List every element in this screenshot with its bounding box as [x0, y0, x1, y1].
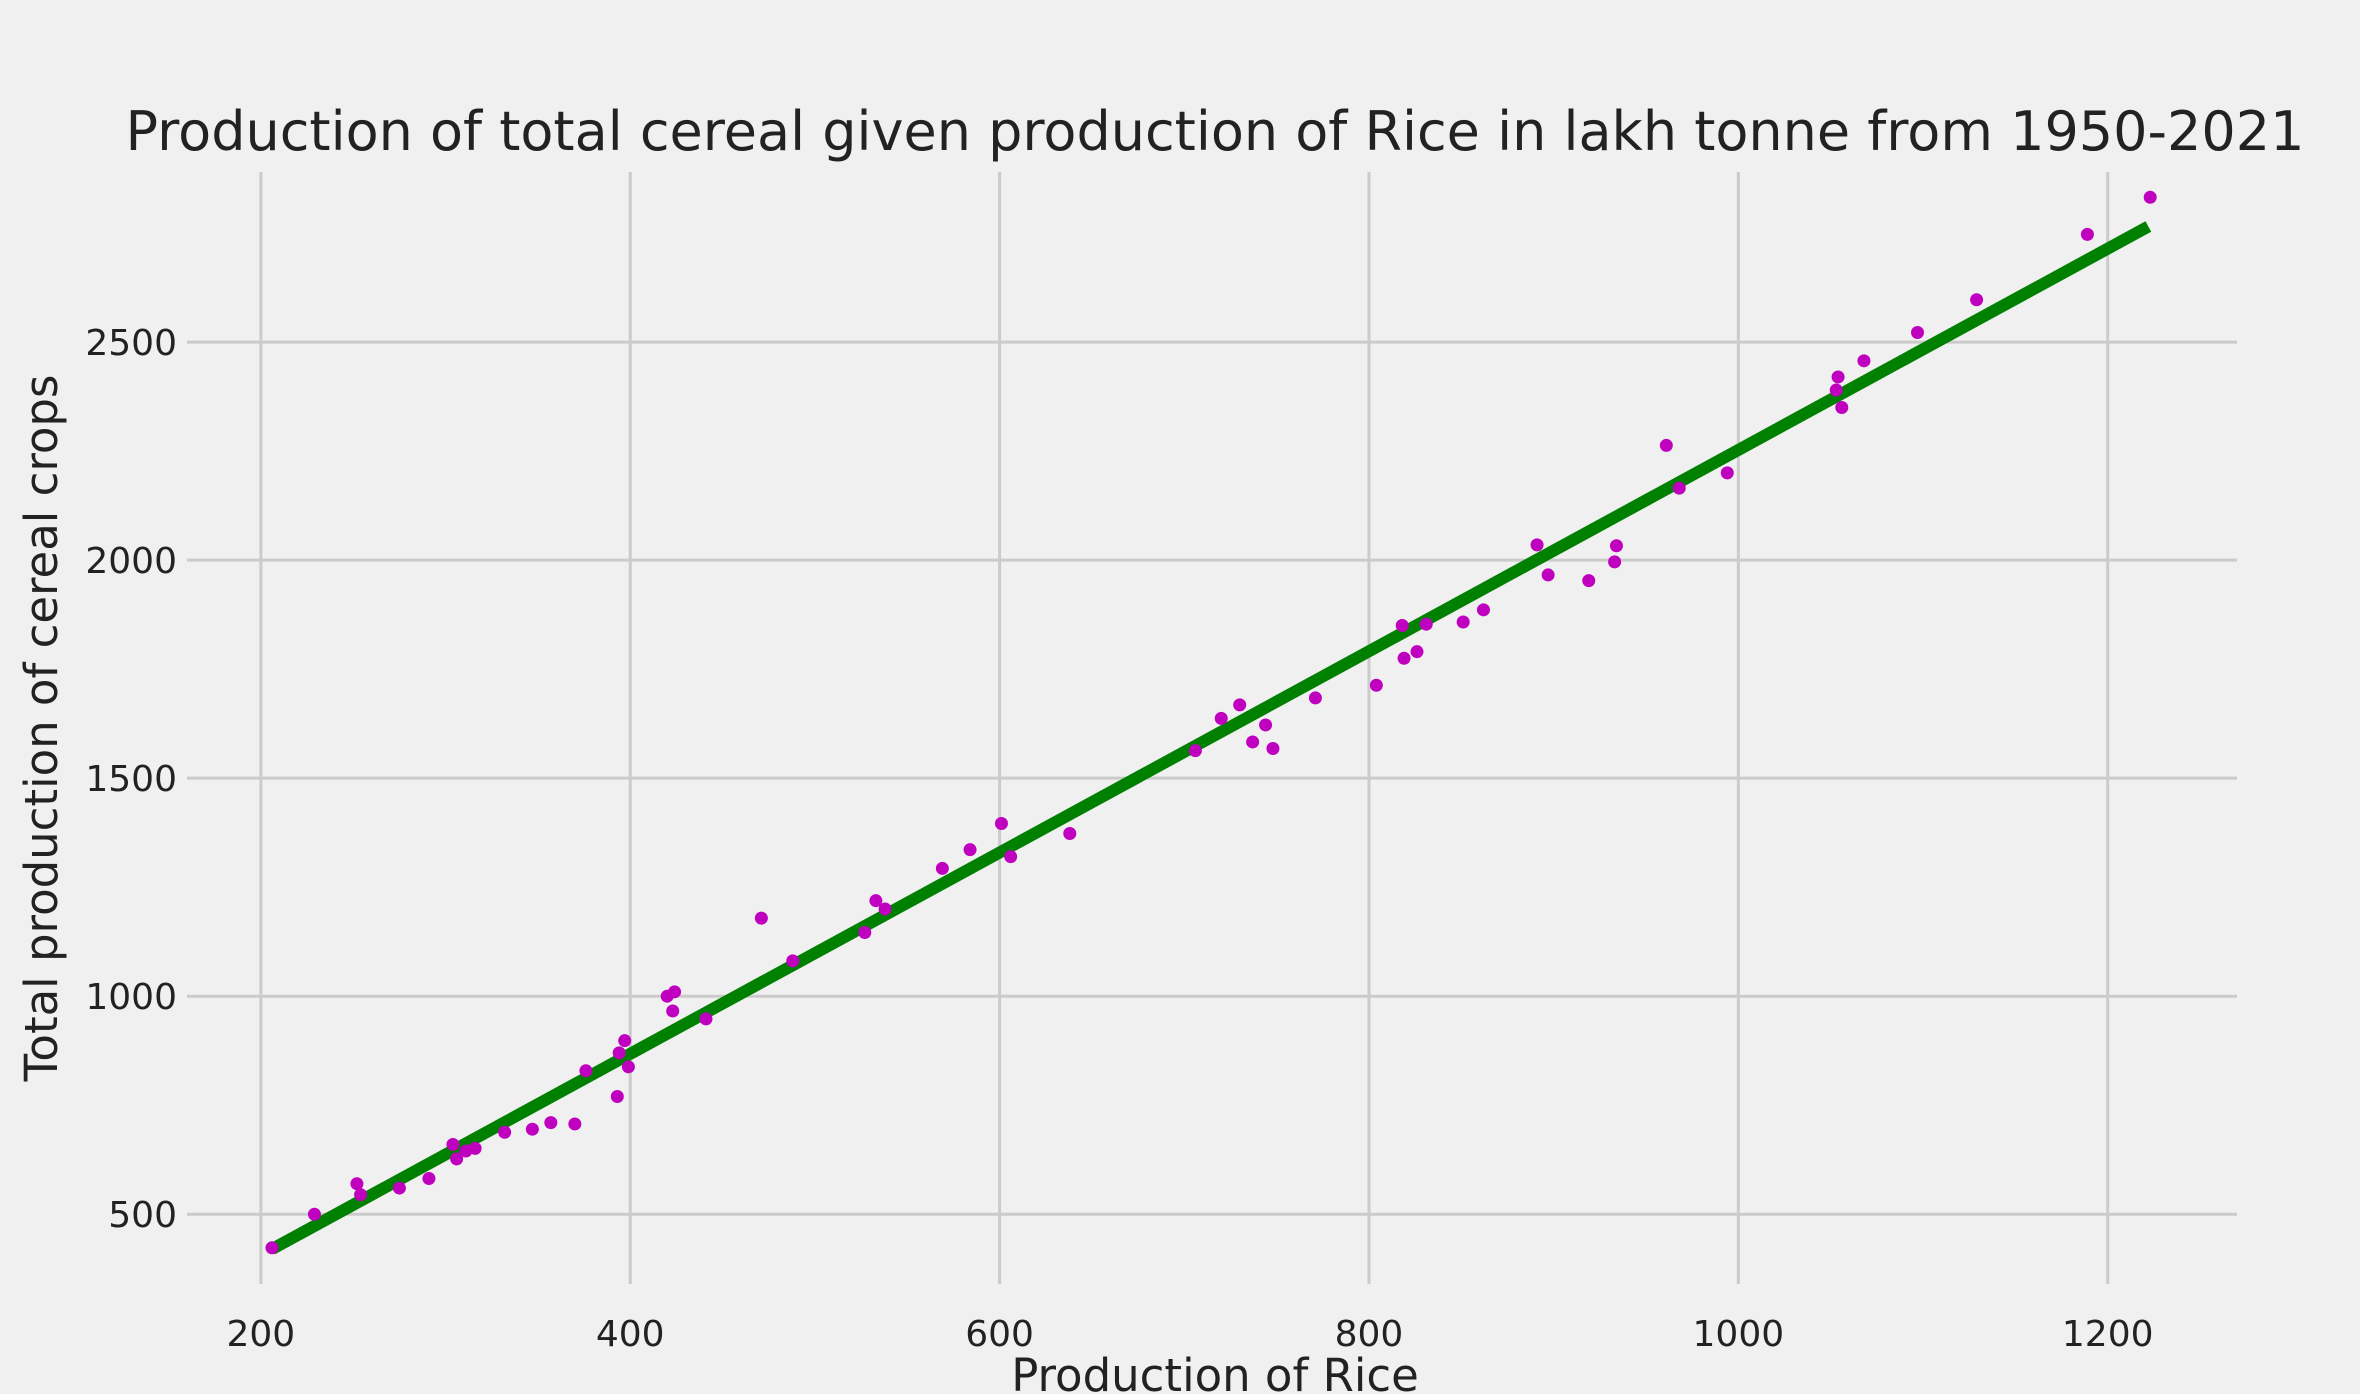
scatter-point — [1609, 539, 1623, 553]
scatter-point — [1476, 603, 1490, 617]
scatter-point — [498, 1125, 512, 1139]
y-axis-label: Total production of cereal crops — [15, 375, 68, 1083]
scatter-point — [1395, 619, 1409, 633]
scatter-point — [1608, 555, 1622, 569]
scatter-point — [350, 1177, 364, 1191]
scatter-point — [618, 1034, 632, 1048]
scatter-point — [1410, 645, 1424, 659]
y-gridlines — [187, 340, 2237, 1216]
scatter-point — [307, 1207, 321, 1221]
scatter-point — [544, 1116, 558, 1130]
scatter-point — [1397, 651, 1411, 665]
scatter-point — [1831, 370, 1845, 384]
y-tick-label: 2500 — [85, 323, 177, 364]
scatter-point — [1233, 698, 1247, 712]
scatter-point — [754, 911, 768, 925]
scatter-point — [1835, 400, 1849, 414]
scatter-point — [1720, 466, 1734, 480]
scatter-point — [1188, 744, 1202, 758]
scatter-point — [1829, 383, 1843, 397]
scatter-point — [1259, 718, 1273, 732]
scatter-point — [1369, 678, 1383, 692]
scatter-point — [2080, 227, 2094, 241]
scatter-point — [1659, 438, 1673, 452]
scatter-point — [1541, 568, 1555, 582]
scatter-point — [1214, 711, 1228, 725]
scatter-point — [1308, 691, 1322, 705]
scatter-point — [265, 1241, 279, 1255]
scatter-point — [858, 926, 872, 940]
scatter-point — [2143, 190, 2157, 204]
x-tick-labels: 200 400 600 800 1000 1200 — [227, 1314, 2154, 1355]
y-tick-label: 1500 — [85, 759, 177, 800]
scatter-point — [963, 843, 977, 857]
y-tick-label: 1000 — [85, 977, 177, 1018]
scatter-point — [1266, 741, 1280, 755]
scatter-point — [446, 1137, 460, 1151]
x-tick-label: 1000 — [1693, 1314, 1785, 1355]
scatter-point — [1004, 850, 1018, 864]
scatter-point — [1857, 354, 1871, 368]
scatter-point — [666, 1004, 680, 1018]
scatter-point — [1456, 615, 1470, 629]
scatter-point — [610, 1089, 624, 1103]
scatter-point — [1910, 325, 1924, 339]
x-tick-label: 200 — [227, 1314, 296, 1355]
scatter-point — [935, 861, 949, 875]
scatter-point — [450, 1152, 464, 1166]
y-tick-label: 500 — [108, 1195, 177, 1236]
x-tick-label: 600 — [965, 1314, 1034, 1355]
scatter-point — [1672, 481, 1686, 495]
scatter-point — [422, 1171, 436, 1185]
scatter-point — [699, 1012, 713, 1026]
scatter-point — [1582, 574, 1596, 588]
scatter-point — [1530, 538, 1544, 552]
x-tick-label: 1200 — [2062, 1314, 2154, 1355]
scatter-point — [1970, 293, 1984, 307]
y-tick-labels: 500 1000 1500 2000 2500 — [85, 323, 177, 1236]
fit-line-group — [269, 221, 2152, 1255]
chart-title: Production of total cereal given product… — [126, 100, 2305, 163]
scatter-point — [392, 1181, 406, 1195]
x-axis-label: Production of Rice — [1011, 1349, 1419, 1394]
scatter-point — [1419, 617, 1433, 631]
scatter-point — [869, 894, 883, 908]
scatter-point — [668, 985, 682, 999]
scatter-point — [579, 1064, 593, 1078]
scatter-points — [265, 190, 2157, 1255]
scatter-point — [786, 954, 800, 968]
scatter-point — [525, 1122, 539, 1136]
x-tick-label: 400 — [596, 1314, 665, 1355]
scatter-point — [568, 1117, 582, 1131]
scatter-point — [468, 1141, 482, 1155]
regression-line — [269, 221, 2152, 1255]
scatter-point — [994, 817, 1008, 831]
x-gridlines — [259, 172, 2110, 1284]
scatter-point — [878, 902, 892, 916]
y-tick-label: 2000 — [85, 541, 177, 582]
scatter-point — [612, 1046, 626, 1060]
scatter-point — [1246, 735, 1260, 749]
x-tick-label: 800 — [1335, 1314, 1404, 1355]
scatter-point — [621, 1060, 635, 1074]
scatter-point — [354, 1188, 368, 1202]
scatter-point — [1063, 827, 1077, 841]
